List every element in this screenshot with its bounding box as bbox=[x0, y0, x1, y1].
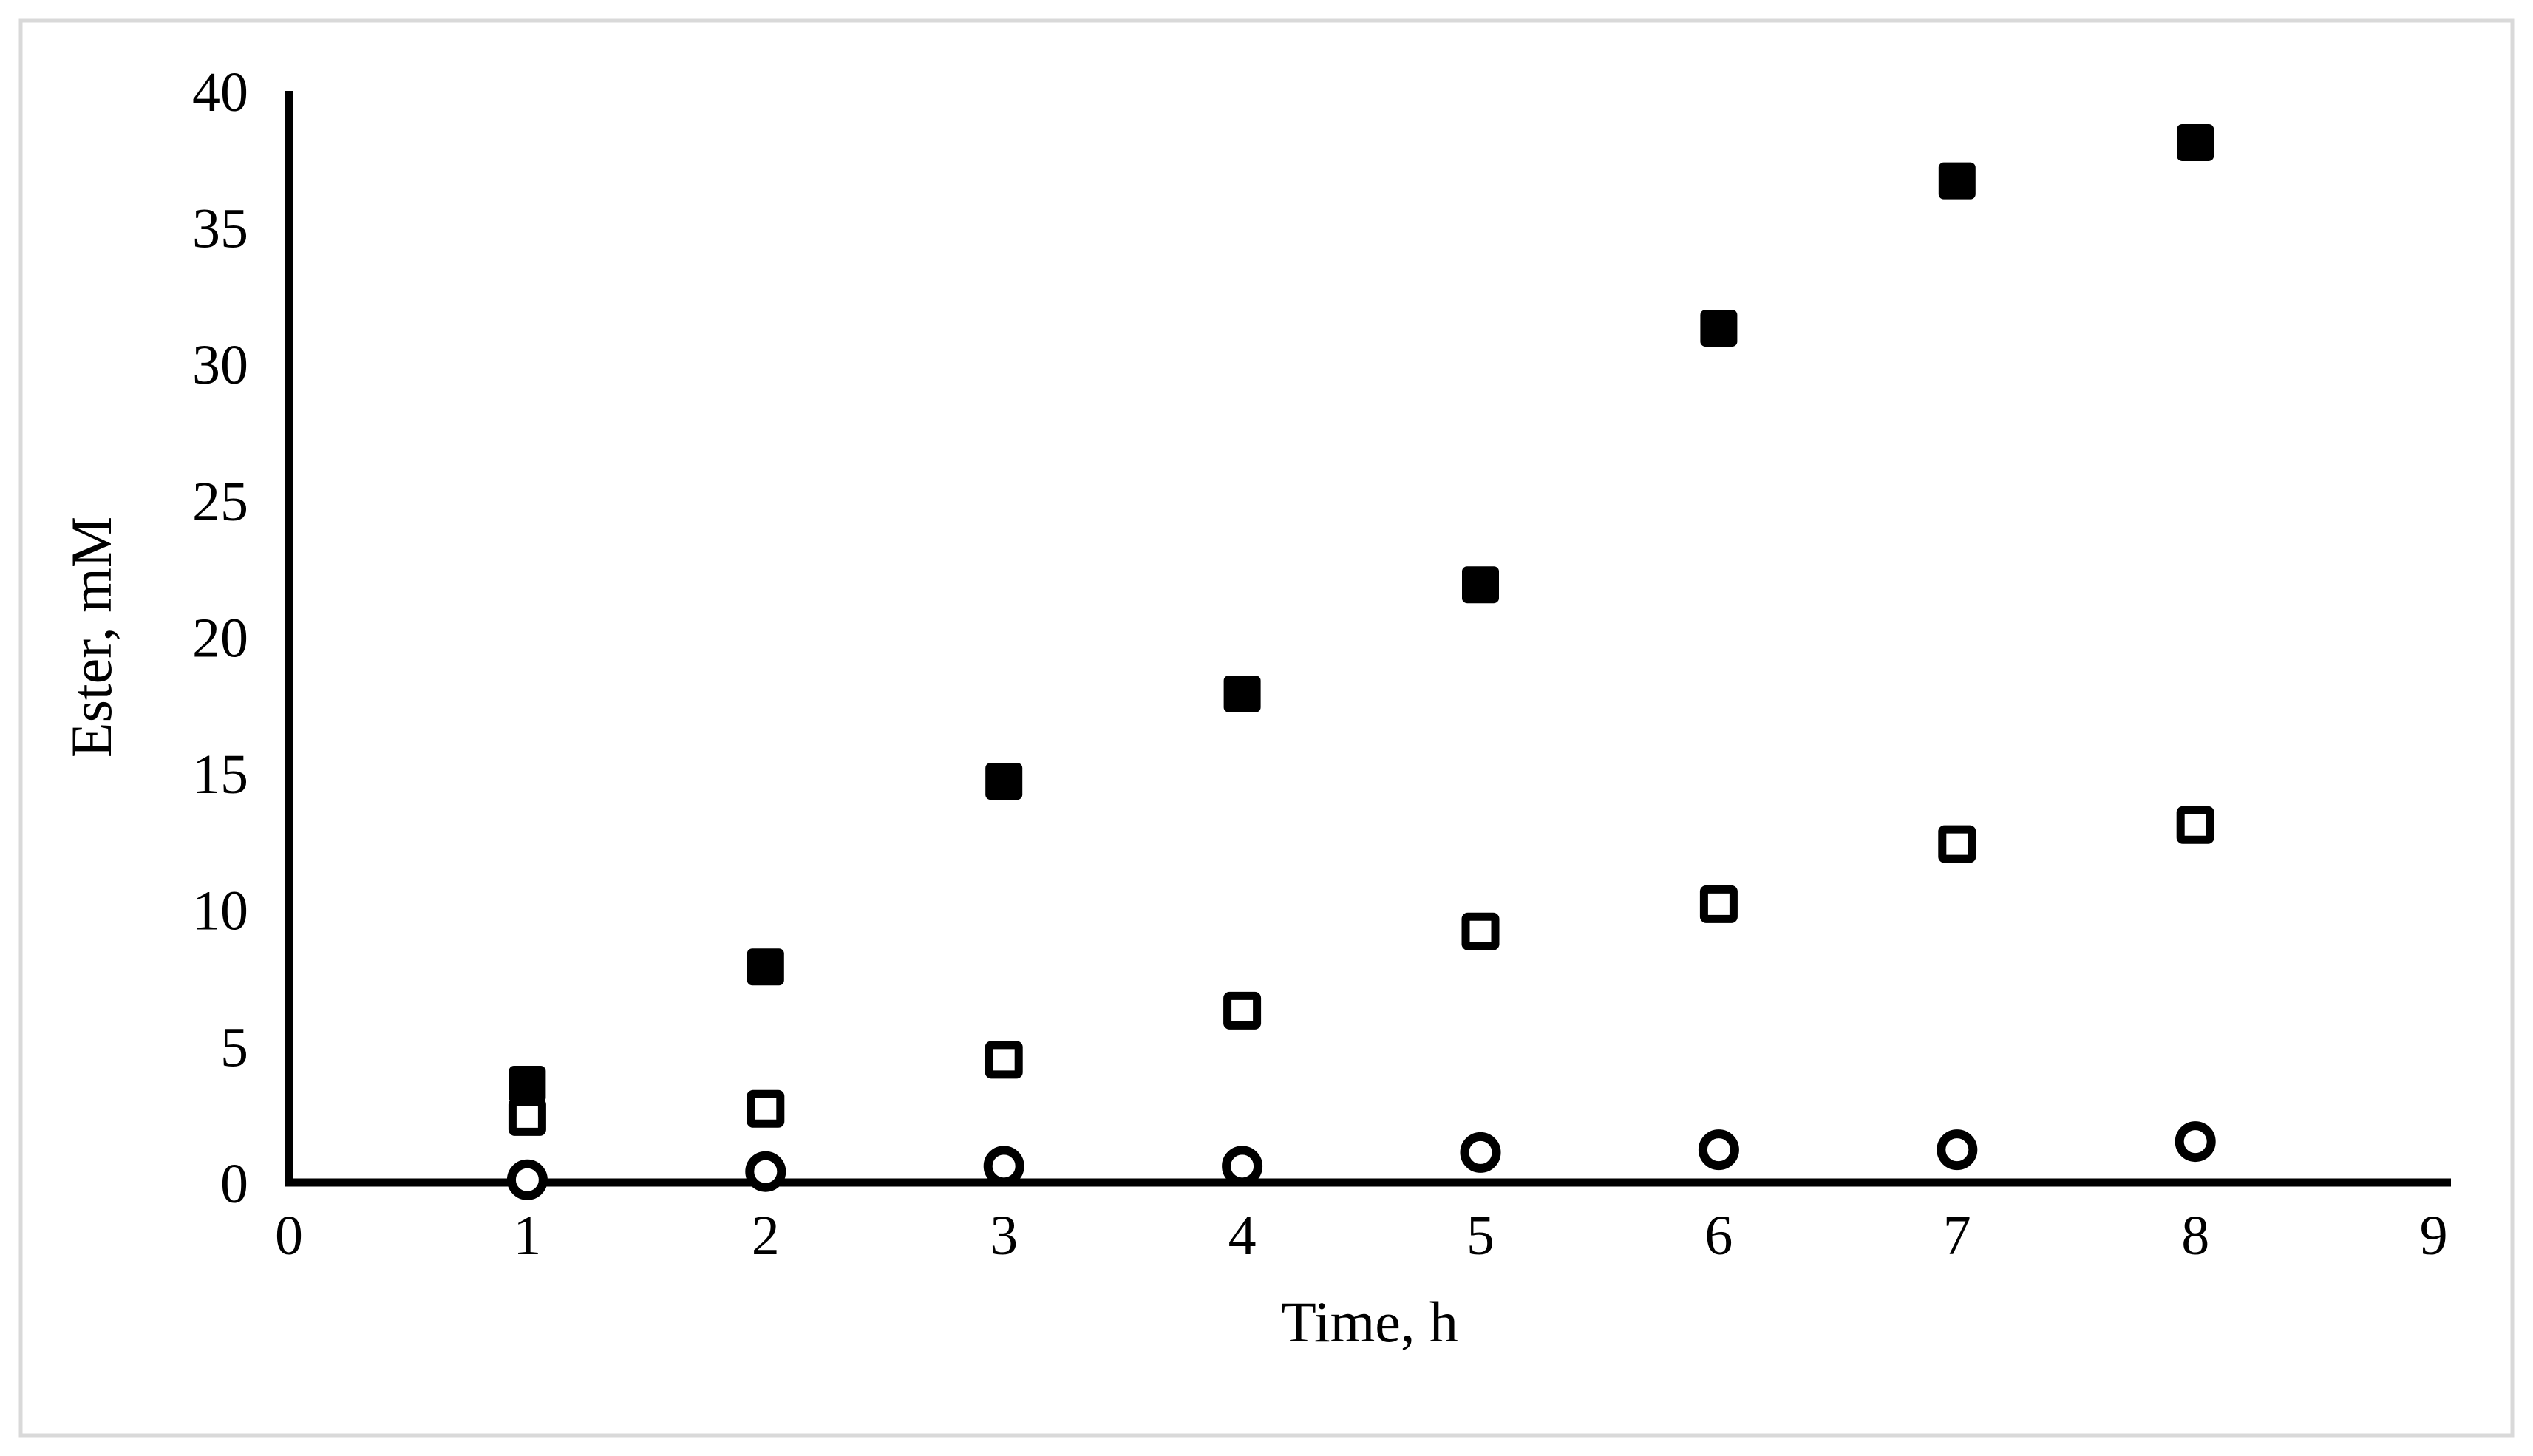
y-tick-label-10: 10 bbox=[192, 880, 248, 942]
x-tick-label-6: 6 bbox=[1704, 1205, 1733, 1267]
open-circle-point bbox=[2175, 1121, 2216, 1163]
x-axis-tick-labels: 0 1 2 3 4 5 6 7 8 9 bbox=[275, 1205, 2448, 1267]
filled-square-point bbox=[1938, 162, 1976, 200]
filled-square-point bbox=[985, 763, 1023, 800]
open-circle-point bbox=[1937, 1129, 1978, 1171]
filled-square-series bbox=[509, 123, 2214, 1103]
y-tick-label-30: 30 bbox=[192, 334, 248, 396]
y-tick-label-40: 40 bbox=[192, 61, 248, 123]
open-square-series bbox=[508, 806, 2214, 1136]
open-square-point bbox=[1223, 991, 1262, 1030]
y-axis-tick-labels: 0 5 10 15 20 25 30 35 40 bbox=[192, 61, 248, 1215]
figure-border bbox=[18, 18, 2515, 1438]
x-tick-label-3: 3 bbox=[990, 1205, 1018, 1267]
filled-square-point bbox=[1700, 310, 1738, 347]
filled-square-point bbox=[509, 1066, 546, 1103]
x-tick-label-9: 9 bbox=[2420, 1205, 2448, 1267]
open-square-point bbox=[1938, 825, 1976, 863]
y-tick-label-15: 15 bbox=[192, 744, 248, 806]
open-circle-point bbox=[983, 1146, 1024, 1187]
filled-square-point bbox=[1462, 566, 1499, 604]
open-circle-point bbox=[1222, 1146, 1263, 1187]
x-tick-label-1: 1 bbox=[513, 1205, 541, 1267]
open-circle-series bbox=[506, 1121, 2216, 1200]
open-circle-point bbox=[745, 1151, 786, 1192]
open-square-point bbox=[1699, 885, 1738, 923]
x-axis-title: Time, h bbox=[1281, 1290, 1458, 1354]
filled-square-point bbox=[2177, 123, 2214, 161]
filled-square-point bbox=[1223, 675, 1261, 712]
x-tick-label-0: 0 bbox=[275, 1205, 303, 1267]
open-circle-point bbox=[506, 1159, 548, 1200]
x-tick-label-8: 8 bbox=[2181, 1205, 2209, 1267]
open-square-point bbox=[985, 1041, 1023, 1079]
filled-square-point bbox=[747, 948, 784, 986]
x-tick-label-4: 4 bbox=[1228, 1205, 1257, 1267]
open-square-point bbox=[747, 1089, 785, 1128]
open-circle-point bbox=[1698, 1129, 1739, 1171]
x-tick-label-7: 7 bbox=[1943, 1205, 1971, 1267]
open-square-point bbox=[2176, 806, 2214, 844]
open-square-point bbox=[508, 1098, 546, 1136]
y-tick-label-25: 25 bbox=[192, 471, 248, 533]
y-tick-label-35: 35 bbox=[192, 197, 248, 259]
open-circle-point bbox=[1460, 1132, 1501, 1173]
x-tick-label-2: 2 bbox=[752, 1205, 780, 1267]
y-tick-label-5: 5 bbox=[220, 1016, 248, 1078]
x-tick-label-5: 5 bbox=[1466, 1205, 1495, 1267]
open-square-point bbox=[1461, 912, 1500, 950]
y-tick-label-0: 0 bbox=[220, 1153, 248, 1215]
axes bbox=[285, 91, 2451, 1187]
y-axis-title: Ester, mM bbox=[59, 517, 123, 758]
y-tick-label-20: 20 bbox=[192, 607, 248, 669]
